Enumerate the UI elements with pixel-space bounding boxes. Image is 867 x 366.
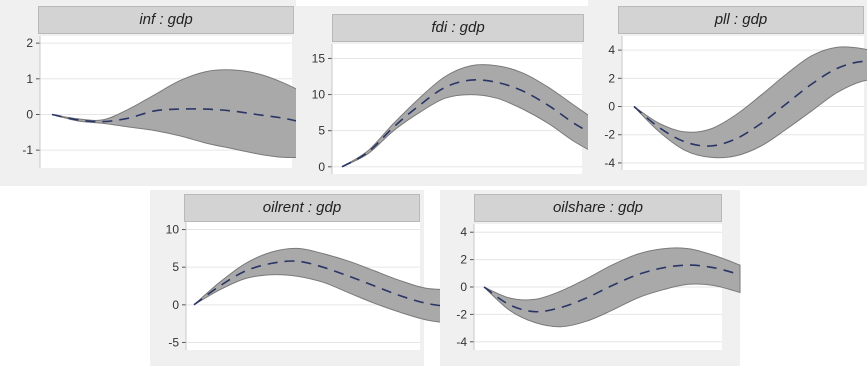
confidence-band (193, 247, 453, 325)
y-tick-label: 15 (312, 51, 326, 65)
median-line (341, 79, 601, 168)
median-line (483, 264, 741, 313)
y-tick-label: 10 (166, 223, 180, 237)
chart-svg: 15 10 5 0 (312, 44, 601, 174)
y-tick-label: 2 (26, 36, 33, 50)
median-line (193, 260, 453, 308)
y-tick-label: 4 (460, 225, 467, 239)
y-tick-label: 0 (26, 107, 33, 121)
y-tick-label: -2 (604, 128, 615, 142)
y-tick-label: 0 (172, 298, 179, 312)
chart-title: oilshare : gdp (474, 194, 722, 222)
chart-svg: 4 2 0 -2 -4 (604, 36, 867, 170)
y-tick-label: -4 (604, 156, 615, 170)
y-tick-label: -5 (168, 335, 179, 349)
chart-svg: 2 1 0 -1 (22, 36, 309, 168)
chart-title: inf : gdp (38, 6, 294, 34)
chart-title: fdi : gdp (332, 14, 584, 42)
chart-panel-inf-gdp: inf : gdp 2 1 0 -1 (0, 0, 309, 186)
y-tick-label: 5 (172, 260, 179, 274)
y-tick-label: 0 (318, 160, 325, 174)
y-tick-label: 2 (460, 253, 467, 267)
chart-title: pll : gdp (618, 6, 864, 34)
chart-svg: 10 5 0 -5 (166, 222, 453, 350)
confidence-band (51, 69, 309, 159)
chart-svg: 4 2 0 -2 -4 (456, 224, 741, 350)
y-tick-label: 5 (318, 124, 325, 138)
y-tick-label: 0 (608, 100, 615, 114)
confidence-band (633, 46, 867, 159)
chart-title: oilrent : gdp (184, 194, 420, 222)
confidence-band (483, 247, 741, 328)
y-tick-label: 2 (608, 71, 615, 85)
y-tick-label: 0 (460, 280, 467, 294)
y-tick-label: 10 (312, 88, 326, 102)
chart-panel-oilrent-gdp: oilrent : gdp 10 5 0 -5 (150, 190, 453, 366)
median-line (633, 60, 867, 147)
y-tick-label: -2 (456, 307, 467, 321)
y-tick-label: 1 (26, 72, 33, 86)
chart-panel-pll-gdp: pll : gdp 4 2 0 -2 -4 (588, 0, 867, 186)
y-tick-label: -1 (22, 143, 33, 157)
y-tick-label: 4 (608, 43, 615, 57)
chart-panel-fdi-gdp: fdi : gdp 15 10 5 0 (296, 6, 601, 186)
chart-panel-oilshare-gdp: oilshare : gdp 4 2 0 -2 -4 (440, 190, 741, 366)
y-tick-label: -4 (456, 335, 467, 349)
